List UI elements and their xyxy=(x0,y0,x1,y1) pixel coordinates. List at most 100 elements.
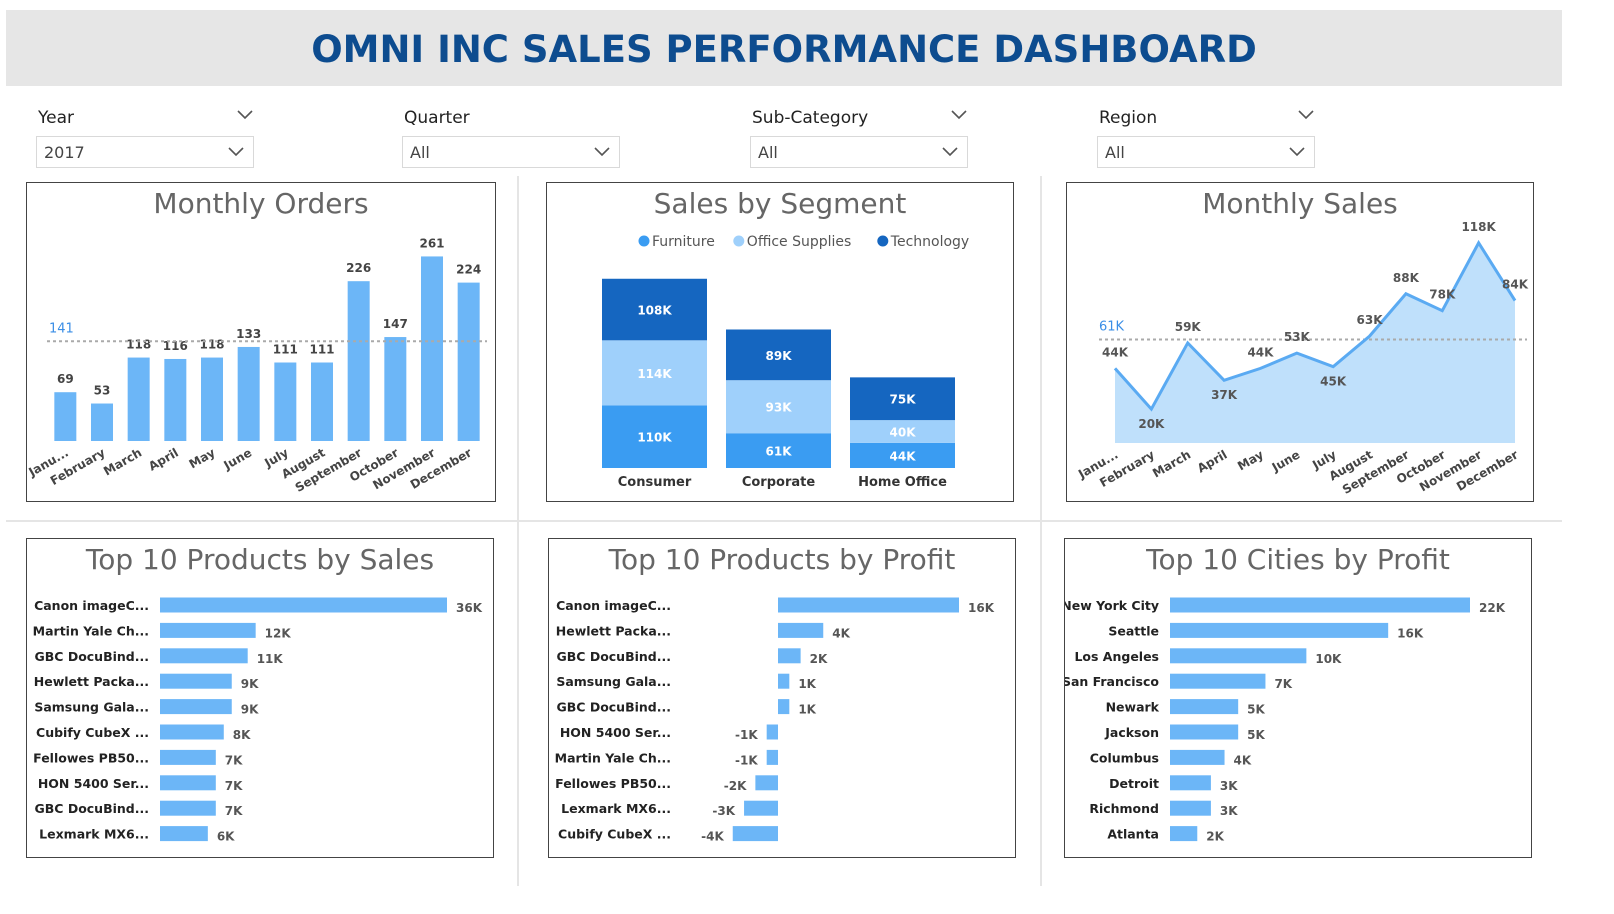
divider xyxy=(6,520,1562,522)
top-products-sales-chart: Canon imageC... 36K Martin Yale Ch... 12K GB… xyxy=(33,597,483,844)
legend-marker xyxy=(877,235,889,247)
bar xyxy=(778,673,790,689)
category-label: HON 5400 Ser... xyxy=(38,776,149,791)
data-label: 16K xyxy=(968,601,995,615)
bar xyxy=(1170,673,1266,689)
top-cities-profit-card: Top 10 Cities by Profit New York City 22K… xyxy=(1064,538,1532,858)
data-label: 7K xyxy=(225,753,243,767)
bar xyxy=(755,775,778,791)
x-tick-label: Home Office xyxy=(858,475,947,490)
data-label: 36K xyxy=(456,601,483,615)
bar xyxy=(160,800,216,816)
data-label: 111 xyxy=(273,343,298,357)
category-label: San Francisco xyxy=(1065,674,1159,689)
data-label: 111 xyxy=(309,343,334,357)
x-tick-label: May xyxy=(1235,447,1266,473)
slicer-year-value: 2017 xyxy=(44,143,85,162)
chevron-down-icon[interactable] xyxy=(593,145,611,159)
bar xyxy=(160,826,208,842)
monthly-orders-chart: 69Janu...53February118March116April118Ma… xyxy=(27,236,487,495)
bar xyxy=(778,597,959,613)
bar-segment xyxy=(726,433,831,468)
data-label: 7K xyxy=(225,779,243,793)
monthly-sales-card: Monthly Sales 61K 44K Janu... 20K February 59… xyxy=(1066,182,1534,502)
chart-title: Top 10 Products by Sales xyxy=(85,543,435,576)
chart-title: Sales by Segment xyxy=(653,187,907,220)
category-label: Newark xyxy=(1106,700,1160,715)
top-products-profit-chart: Canon imageC... 16K Hewlett Packa... 4K GBC … xyxy=(555,597,995,844)
category-label: HON 5400 Ser... xyxy=(560,725,671,740)
x-tick-label: April xyxy=(1195,447,1230,475)
x-tick-label: June xyxy=(221,445,255,472)
chart-title: Monthly Orders xyxy=(153,187,369,220)
bar xyxy=(1170,597,1470,613)
chevron-down-icon[interactable] xyxy=(1288,145,1306,159)
chevron-down-icon[interactable] xyxy=(1297,108,1315,122)
data-label: 69 xyxy=(57,372,74,386)
data-label: 2K xyxy=(810,652,828,666)
slicer-subcategory-dropdown[interactable]: All xyxy=(750,136,968,168)
chevron-down-icon[interactable] xyxy=(950,108,968,122)
slicer-quarter-value: All xyxy=(410,143,430,162)
bar-segment xyxy=(602,340,707,406)
chevron-down-icon[interactable] xyxy=(227,145,245,159)
data-label: 116 xyxy=(163,339,188,353)
data-label: -4K xyxy=(701,830,724,844)
sales-by-segment-chart: Furniture Office Supplies Technology 110K 11… xyxy=(602,234,969,490)
divider xyxy=(1040,176,1042,886)
dashboard-title: OMNI INC SALES PERFORMANCE DASHBOARD xyxy=(311,28,1257,71)
data-label: 261 xyxy=(419,236,444,250)
category-label: GBC DocuBind... xyxy=(557,649,672,664)
category-label: Cubify CubeX ... xyxy=(558,827,671,842)
slicer-quarter-dropdown[interactable]: All xyxy=(402,136,620,168)
bar xyxy=(160,775,216,791)
category-label: Fellowes PB50... xyxy=(555,776,671,791)
category-label: Cubify CubeX ... xyxy=(36,725,149,740)
data-label: 63K xyxy=(1357,313,1384,327)
title-bar: OMNI INC SALES PERFORMANCE DASHBOARD xyxy=(6,10,1562,86)
x-tick-label: Corporate xyxy=(742,475,816,490)
data-label: 133 xyxy=(236,327,261,341)
data-label: 1K xyxy=(798,703,816,717)
legend-marker xyxy=(733,235,745,247)
bar-segment xyxy=(726,380,831,434)
chevron-down-icon[interactable] xyxy=(236,108,254,122)
sales-by-segment-card: Sales by Segment Furniture Office Supplie… xyxy=(546,182,1014,502)
top-cities-profit-chart: New York City 22K Seattle 16K Los Angeles 10K… xyxy=(1065,597,1506,844)
x-tick-label: May xyxy=(187,445,218,471)
data-label: 44K xyxy=(1247,345,1274,359)
data-label: 40K xyxy=(890,426,917,440)
bar-segment xyxy=(850,377,955,421)
bar xyxy=(1170,749,1225,765)
data-label: 118 xyxy=(126,338,151,352)
bar xyxy=(1170,826,1198,842)
data-label: 44K xyxy=(1102,345,1129,359)
bar xyxy=(91,403,113,441)
bar xyxy=(274,362,297,441)
data-label: 7K xyxy=(1274,677,1292,691)
category-label: Jackson xyxy=(1104,725,1159,740)
slicer-year-dropdown[interactable]: 2017 xyxy=(36,136,254,168)
slicer-region-value: All xyxy=(1105,143,1125,162)
bar xyxy=(54,392,77,441)
chart-title: Top 10 Products by Profit xyxy=(608,543,956,576)
data-label: -2K xyxy=(724,779,747,793)
slicer-region-dropdown[interactable]: All xyxy=(1097,136,1315,168)
bar xyxy=(1170,699,1239,715)
category-label: GBC DocuBind... xyxy=(557,700,672,715)
legend-label: Furniture xyxy=(652,234,715,250)
chevron-down-icon[interactable] xyxy=(941,145,959,159)
data-label: 16K xyxy=(1397,626,1424,640)
data-label: 11K xyxy=(257,652,284,666)
area-fill xyxy=(1115,242,1515,443)
category-label: Samsung Gala... xyxy=(34,700,149,715)
category-label: Canon imageC... xyxy=(34,598,149,613)
x-tick-label: April xyxy=(146,445,181,473)
legend-marker xyxy=(638,235,650,247)
data-label: 2K xyxy=(1206,830,1224,844)
data-label: 118K xyxy=(1461,220,1496,234)
data-label: 44K xyxy=(890,449,917,463)
bar xyxy=(1170,622,1389,638)
data-label: 110K xyxy=(637,431,672,445)
data-label: 22K xyxy=(1479,601,1506,615)
